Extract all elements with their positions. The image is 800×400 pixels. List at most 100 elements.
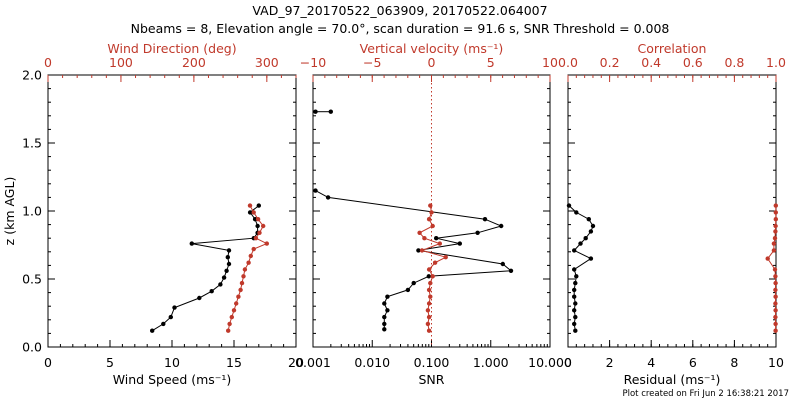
x-top-axis-label: Vertical velocity (ms⁻¹) (360, 41, 504, 56)
x-bottom-tick-label: 0.010 (354, 355, 390, 370)
y-tick-label: 1.5 (22, 136, 42, 151)
data-point (572, 321, 577, 327)
x-top-tick-label: 200 (182, 55, 206, 70)
data-point (251, 210, 256, 215)
data-point (590, 223, 596, 229)
y-tick-label: 0.5 (22, 272, 42, 287)
data-point (248, 253, 253, 259)
data-point (425, 308, 431, 313)
data-point (238, 287, 243, 293)
x-top-tick-label: 0.6 (683, 55, 703, 70)
data-point (426, 217, 432, 222)
x-top-tick-label: 5 (487, 55, 495, 70)
plot-frame (567, 74, 777, 348)
data-point (256, 203, 261, 208)
x-bottom-tick-label: 0 (44, 355, 52, 370)
data-point (428, 203, 433, 208)
data-point (236, 294, 241, 299)
series-bottom (313, 109, 514, 332)
data-point (773, 217, 778, 222)
data-point (426, 267, 432, 272)
data-point (209, 289, 214, 294)
x-bottom-tick-label: 10 (768, 355, 784, 370)
data-point (246, 260, 251, 265)
data-point (226, 328, 231, 333)
data-point (405, 287, 411, 293)
x-top-tick-label: 300 (255, 55, 279, 70)
data-point (255, 223, 260, 229)
data-point (583, 236, 588, 241)
data-point (168, 314, 173, 320)
x-bottom-tick-label: 5 (106, 355, 114, 370)
title-line-2: Nbeams = 8, Elevation angle = 70.0°, sca… (131, 21, 670, 36)
series-line (315, 190, 513, 330)
data-point (475, 230, 480, 235)
x-bottom-tick-label: 0 (564, 355, 572, 370)
data-point (773, 223, 778, 229)
x-bottom-tick-label: 0.001 (295, 355, 331, 370)
data-point (425, 321, 431, 327)
panel-1: 0.0 0.5 1.0 1.5 2.0 z (km AGL) 0 5 10 15 20 Wind Sp… (2, 41, 304, 387)
x-bottom-tick-label: 2 (606, 355, 614, 370)
data-point (328, 109, 333, 114)
data-point (430, 274, 435, 279)
data-point (189, 241, 194, 246)
data-point (313, 188, 318, 193)
data-point (426, 301, 432, 306)
x-top-tick-label: 0.0 (558, 55, 578, 70)
data-point (426, 314, 432, 320)
data-point (572, 287, 577, 293)
data-point (773, 280, 778, 286)
x-bottom-axis-label: Wind Speed (ms⁻¹) (113, 372, 232, 387)
data-point (224, 268, 229, 273)
x-bottom-axis-label: Residual (ms⁻¹) (624, 372, 721, 387)
data-point (218, 282, 223, 287)
x-bottom-tick-label: 0.100 (414, 355, 450, 370)
data-point (385, 308, 390, 313)
data-point (428, 280, 433, 286)
data-point (573, 301, 578, 306)
data-point (231, 308, 237, 313)
data-point (226, 261, 232, 267)
plot-created-footer: Plot created on Fri Jun 2 16:38:21 2017 (622, 389, 789, 399)
data-point (426, 287, 432, 293)
data-point (150, 328, 155, 333)
data-point (241, 274, 246, 279)
x-top-tick-label: 100 (109, 55, 133, 70)
x-bottom-tick-label: 8 (730, 355, 738, 370)
data-point (419, 248, 425, 253)
x-top-tick-label: 0.4 (641, 55, 661, 70)
data-point (428, 294, 433, 299)
x-top-tick-label: 0.2 (600, 55, 620, 70)
data-point (508, 268, 514, 273)
data-point (573, 314, 578, 320)
data-point (264, 241, 269, 246)
x-bottom-tick-label: 4 (647, 355, 655, 370)
data-point (434, 236, 439, 241)
data-point (313, 109, 318, 114)
data-point (773, 321, 778, 327)
data-point (500, 261, 505, 267)
data-point (253, 236, 259, 241)
data-point (382, 301, 387, 306)
data-point (239, 280, 245, 286)
data-point (773, 314, 778, 320)
x-bottom-tick-label: 10 (164, 355, 180, 370)
data-point (426, 328, 432, 333)
data-point (773, 229, 778, 234)
data-point (426, 274, 431, 279)
series-bottom (566, 203, 596, 333)
data-point (443, 255, 448, 260)
data-point (573, 280, 578, 286)
x-top-tick-label: 10 (542, 55, 558, 70)
data-point (226, 248, 232, 253)
data-point (411, 280, 416, 286)
data-point (417, 230, 422, 235)
data-point (437, 241, 442, 246)
data-point (771, 248, 777, 253)
y-tick-label: 1.0 (22, 204, 42, 219)
data-point (261, 223, 266, 229)
y-axis-label: z (km AGL) (2, 177, 17, 246)
